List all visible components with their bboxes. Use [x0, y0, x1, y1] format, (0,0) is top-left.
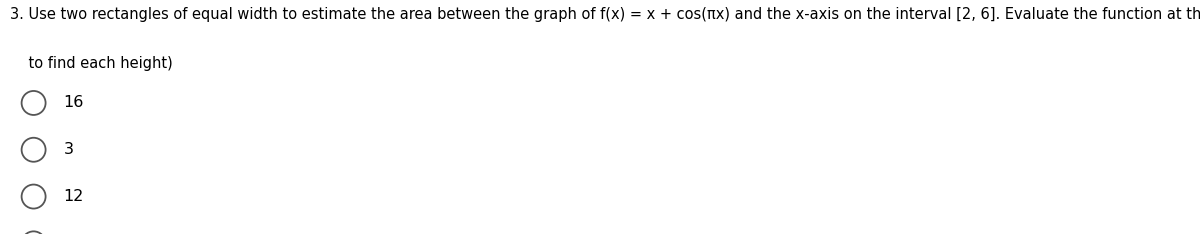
Text: 3: 3 — [64, 142, 73, 157]
Text: to find each height): to find each height) — [10, 56, 173, 71]
Ellipse shape — [22, 185, 46, 208]
Ellipse shape — [22, 91, 46, 115]
Text: 3. Use two rectangles of equal width to estimate the area between the graph of f: 3. Use two rectangles of equal width to … — [10, 7, 1200, 22]
Ellipse shape — [22, 138, 46, 162]
Text: 16: 16 — [64, 95, 84, 110]
Ellipse shape — [22, 231, 46, 234]
Text: 12: 12 — [64, 189, 84, 204]
